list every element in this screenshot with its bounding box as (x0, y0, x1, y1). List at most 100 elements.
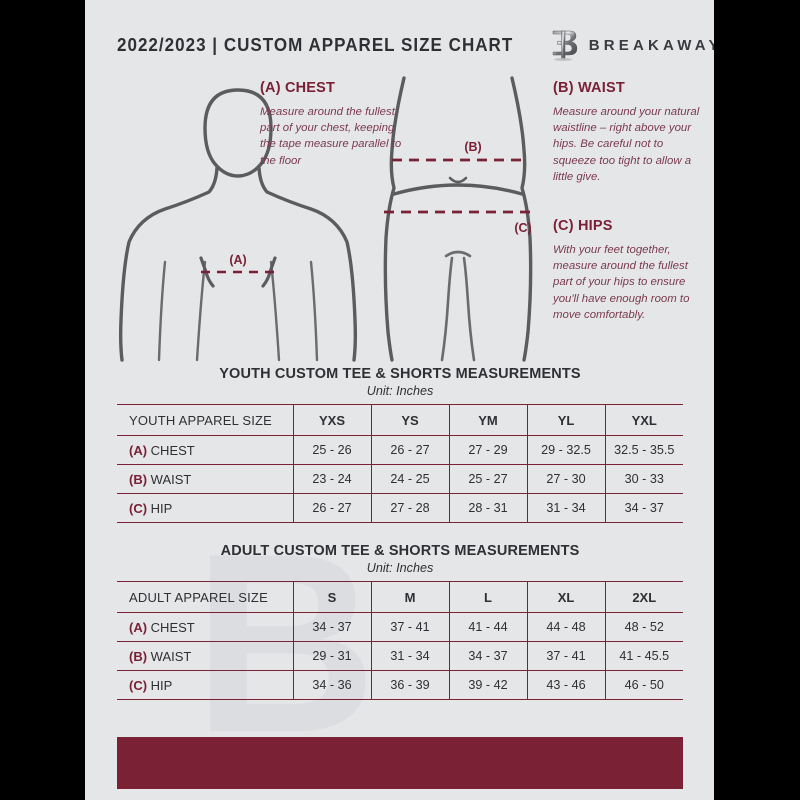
adult-waist-m: 31 - 34 (370, 641, 449, 671)
adult-waist-s: 29 - 31 (292, 641, 371, 671)
youth-table-body: YOUTH APPAREL SIZE YXS YS YM YL YXL (A) … (117, 404, 683, 523)
youth-hip-yxs: 26 - 27 (292, 493, 371, 523)
adult-chest-s: 34 - 37 (292, 612, 371, 642)
table-row: (A) CHEST 34 - 37 37 - 41 41 - 44 44 - 4… (117, 612, 683, 642)
youth-chest-ym: 27 - 29 (448, 435, 527, 465)
adult-size-l: L (448, 581, 527, 613)
youth-chest-yxs: 25 - 26 (292, 435, 371, 465)
youth-size-yxl: YXL (604, 404, 683, 436)
adult-chest-2xl: 48 - 52 (604, 612, 683, 642)
adult-hip-m: 36 - 39 (370, 670, 449, 700)
torso-figure-illustration: (A) (118, 88, 358, 362)
adult-chest-xl: 44 - 48 (526, 612, 605, 642)
adult-hip-2xl: 46 - 50 (604, 670, 683, 700)
adult-hip-xl: 43 - 46 (526, 670, 605, 700)
letterbox-right (714, 0, 800, 800)
youth-table-title: YOUTH CUSTOM TEE & SHORTS MEASUREMENTS (219, 366, 581, 382)
adult-table-body: ADULT APPAREL SIZE S M L XL 2XL (A) CHES… (117, 581, 683, 700)
table-row: (B) WAIST 29 - 31 31 - 34 34 - 37 37 - 4… (117, 641, 683, 671)
youth-row-hip-label: (C) HIP (117, 493, 293, 523)
row-label: WAIST (150, 648, 192, 664)
row-label: HIP (150, 500, 173, 516)
row-label: CHEST (150, 442, 195, 458)
youth-chest-yl: 29 - 32.5 (526, 435, 605, 465)
youth-header-row: YOUTH APPAREL SIZE YXS YS YM YL YXL (117, 404, 683, 436)
table-row: (C) HIP 26 - 27 27 - 28 28 - 31 31 - 34 … (117, 493, 683, 523)
youth-size-yl: YL (526, 404, 605, 436)
youth-waist-ym: 25 - 27 (448, 464, 527, 494)
hip-measure-label: (C) (514, 221, 531, 235)
adult-hip-l: 39 - 42 (448, 670, 527, 700)
youth-size-yxs: YXS (292, 404, 371, 436)
row-mark: (B) (129, 648, 148, 664)
adult-waist-2xl: 41 - 45.5 (604, 641, 683, 671)
youth-waist-yl: 27 - 30 (526, 464, 605, 494)
adult-row-hip-label: (C) HIP (117, 670, 293, 700)
adult-chest-l: 41 - 44 (448, 612, 527, 642)
row-mark: (A) (129, 619, 148, 635)
table-row: (C) HIP 34 - 36 36 - 39 39 - 42 43 - 46 … (117, 670, 683, 700)
youth-hip-yl: 31 - 34 (526, 493, 605, 523)
adult-header-row: ADULT APPAREL SIZE S M L XL 2XL (117, 581, 683, 613)
youth-table-block: YOUTH CUSTOM TEE & SHORTS MEASUREMENTS U… (117, 366, 683, 523)
adult-chest-m: 37 - 41 (370, 612, 449, 642)
youth-size-table: YOUTH APPAREL SIZE YXS YS YM YL YXL (A) … (117, 404, 683, 523)
youth-waist-yxl: 30 - 33 (604, 464, 683, 494)
youth-chest-yxl: 32.5 - 35.5 (604, 435, 683, 465)
youth-table-unit: Unit: Inches (366, 384, 434, 398)
adult-waist-xl: 37 - 41 (526, 641, 605, 671)
row-mark: (C) (129, 500, 148, 516)
row-label: CHEST (150, 619, 195, 635)
adult-size-table: ADULT APPAREL SIZE S M L XL 2XL (A) CHES… (117, 581, 683, 700)
hips-figure-illustration: (B) (C) (383, 76, 533, 362)
adult-table-block: ADULT CUSTOM TEE & SHORTS MEASUREMENTS U… (117, 543, 683, 700)
page-header: 2022/2023 | CUSTOM APPAREL SIZE CHART (85, 22, 714, 68)
row-mark: (A) (129, 442, 148, 458)
adult-size-xl: XL (526, 581, 605, 613)
adult-waist-l: 34 - 37 (448, 641, 527, 671)
callout-waist-heading: (B) WAIST (553, 80, 625, 96)
page-sheet: B 2022/2023 | CUSTOM APPAREL SIZE CHART (85, 0, 714, 800)
page-title: 2022/2023 | CUSTOM APPAREL SIZE CHART (117, 34, 514, 55)
callout-chest-body: Measure around the fullest part of your … (260, 106, 402, 167)
adult-size-2xl: 2XL (604, 581, 683, 613)
brand-lockup: BREAKAWAY (548, 28, 714, 62)
youth-waist-yxs: 23 - 24 (292, 464, 371, 494)
callout-hips-body: With your feet together, measure around … (553, 244, 690, 321)
callout-waist: (B) WAIST Measure around your natural wa… (553, 80, 703, 185)
row-mark: (B) (129, 471, 148, 487)
adult-size-s: S (292, 581, 371, 613)
youth-row-chest-label: (A) CHEST (117, 435, 293, 465)
illustration-area: (A) (85, 72, 714, 362)
adult-table-title: ADULT CUSTOM TEE & SHORTS MEASUREMENTS (220, 543, 580, 559)
breakaway-b-logo-icon (552, 30, 577, 61)
youth-hip-ys: 27 - 28 (370, 493, 449, 523)
callout-waist-body: Measure around your natural waistline – … (553, 106, 700, 183)
row-label: HIP (150, 677, 173, 693)
row-label: WAIST (150, 471, 192, 487)
waist-measure-label: (B) (464, 140, 481, 154)
callout-chest: (A) CHEST Measure around the fullest par… (260, 80, 410, 169)
youth-chest-ys: 26 - 27 (370, 435, 449, 465)
adult-size-m: M (370, 581, 449, 613)
youth-size-label: YOUTH APPAREL SIZE (117, 404, 293, 436)
table-row: (A) CHEST 25 - 26 26 - 27 27 - 29 29 - 3… (117, 435, 683, 465)
brand-name: BREAKAWAY (588, 36, 714, 54)
adult-hip-s: 34 - 36 (292, 670, 371, 700)
callout-chest-heading: (A) CHEST (260, 80, 336, 96)
letterbox-left (0, 0, 85, 800)
callout-hips: (C) HIPS With your feet together, measur… (553, 218, 703, 323)
adult-row-chest-label: (A) CHEST (117, 612, 293, 642)
adult-size-label: ADULT APPAREL SIZE (117, 581, 293, 613)
youth-waist-ys: 24 - 25 (370, 464, 449, 494)
table-row: (B) WAIST 23 - 24 24 - 25 25 - 27 27 - 3… (117, 464, 683, 494)
footer-band (117, 737, 683, 789)
youth-size-ys: YS (370, 404, 449, 436)
chest-measure-label: (A) (229, 253, 246, 267)
youth-size-ym: YM (448, 404, 527, 436)
adult-table-unit: Unit: Inches (366, 561, 434, 575)
adult-row-waist-label: (B) WAIST (117, 641, 293, 671)
row-mark: (C) (129, 677, 148, 693)
youth-row-waist-label: (B) WAIST (117, 464, 293, 494)
